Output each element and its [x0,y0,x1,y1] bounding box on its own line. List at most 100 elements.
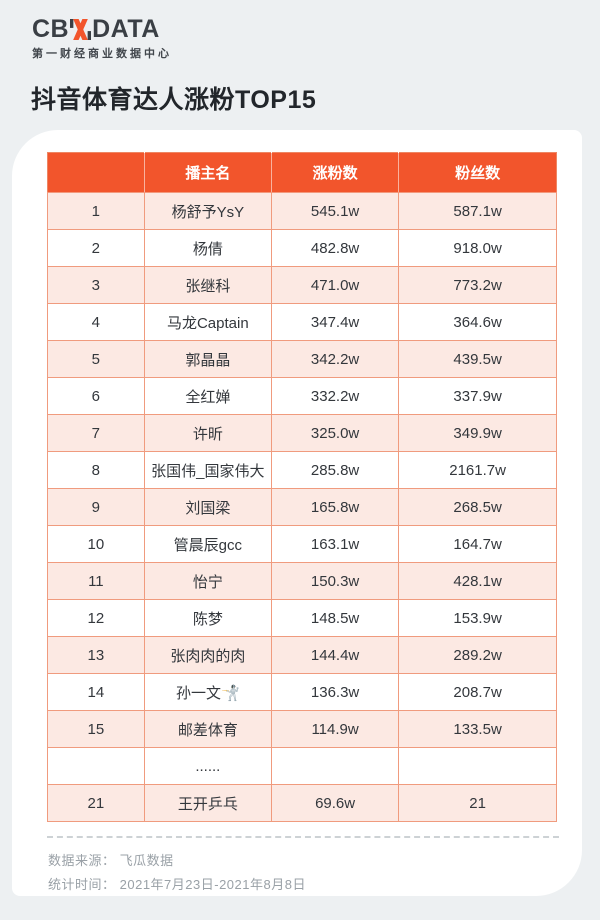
logo-text-suffix: DATA [92,15,160,43]
content-card: 播主名 涨粉数 粉丝数 1 杨舒予YsY 545.1w 587.1w 2 杨倩 … [12,130,582,896]
rank-cell: 12 [47,599,145,637]
header-name: 播主名 [144,152,272,193]
name-cell: 郭晶晶 [143,340,272,378]
rise-cell: 285.8w [270,451,400,489]
table-row: 3 张继科 471.0w 773.2w [47,266,557,304]
fans-cell: 439.5w [398,340,557,378]
data-source-note: 数据来源： 飞瓜数据 [48,850,174,869]
fans-cell: 773.2w [398,266,557,304]
rise-cell: 136.3w [270,673,400,711]
stat-period-note: 统计时间： 2021年7月23日-2021年8月8日 [48,874,306,893]
table-row-ellipsis: ...... [47,747,557,785]
rank-cell [47,747,145,785]
fans-cell: 349.9w [398,414,557,452]
rise-cell: 482.8w [270,229,400,267]
header-fans: 粉丝数 [398,152,557,193]
name-cell: 许昕 [143,414,272,452]
stat-period-value: 2021年7月23日-2021年8月8日 [119,877,306,892]
logo-text-prefix: CB [32,15,70,43]
name-cell: 杨倩 [143,229,272,267]
stat-period-label: 统计时间： [48,877,116,892]
rise-cell: 347.4w [270,303,400,341]
rank-cell: 21 [47,784,145,822]
table-row: 7 许昕 325.0w 349.9w [47,414,557,452]
name-cell: 孙一文🤺 [143,673,272,711]
rise-cell: 148.5w [270,599,400,637]
table-row: 12 陈梦 148.5w 153.9w [47,599,557,637]
rank-cell: 9 [47,488,145,526]
fans-cell: 918.0w [398,229,557,267]
rise-cell: 69.6w [270,784,400,822]
fans-cell [398,747,557,785]
table-row: 8 张国伟_国家伟大 285.8w 2161.7w [47,451,557,489]
table-row: 10 管晨辰gcc 163.1w 164.7w [47,525,557,563]
rank-cell: 1 [47,192,145,230]
brand-logo: CB DATA 第一财经商业数据中心 [32,16,172,61]
table-row: 1 杨舒予YsY 545.1w 587.1w [47,192,557,230]
name-cell: 管晨辰gcc [143,525,272,563]
table-row: 21 王开乒乓 69.6w 21 [47,784,557,822]
logo-n-icon [70,18,92,40]
name-cell: 张肉肉的肉 [143,636,272,674]
name-cell: 刘国梁 [143,488,272,526]
data-source-value: 飞瓜数据 [119,853,174,868]
name-cell: 马龙Captain [143,303,272,341]
table-row: 5 郭晶晶 342.2w 439.5w [47,340,557,378]
rank-cell: 10 [47,525,145,563]
rise-cell: 144.4w [270,636,400,674]
fans-cell: 2161.7w [398,451,557,489]
name-cell: 怡宁 [143,562,272,600]
rank-cell: 5 [47,340,145,378]
name-cell: 全红婵 [143,377,272,415]
table-body: 1 杨舒予YsY 545.1w 587.1w 2 杨倩 482.8w 918.0… [47,192,557,822]
name-cell: 邮差体育 [143,710,272,748]
name-cell: 杨舒予YsY [143,192,272,230]
rank-cell: 6 [47,377,145,415]
name-cell: 陈梦 [143,599,272,637]
table-row: 14 孙一文🤺 136.3w 208.7w [47,673,557,711]
name-cell: 张继科 [143,266,272,304]
page-title: 抖音体育达人涨粉TOP15 [31,86,317,114]
rank-cell: 13 [47,636,145,674]
rise-cell: 342.2w [270,340,400,378]
rise-cell: 163.1w [270,525,400,563]
name-cell: ...... [143,747,272,785]
rise-cell: 332.2w [270,377,400,415]
logo: CB DATA [32,16,172,42]
data-source-label: 数据来源： [48,853,116,868]
table-row: 9 刘国梁 165.8w 268.5w [47,488,557,526]
fans-cell: 153.9w [398,599,557,637]
rise-cell: 545.1w [270,192,400,230]
fans-cell: 428.1w [398,562,557,600]
rank-cell: 14 [47,673,145,711]
fans-cell: 268.5w [398,488,557,526]
fans-cell: 587.1w [398,192,557,230]
fans-cell: 21 [398,784,557,822]
rise-cell [270,747,400,785]
header-row: 播主名 涨粉数 粉丝数 [47,152,557,193]
rank-cell: 8 [47,451,145,489]
rank-cell: 15 [47,710,145,748]
footer-divider [47,836,559,838]
table-row: 13 张肉肉的肉 144.4w 289.2w [47,636,557,674]
rank-cell: 11 [47,562,145,600]
table-row: 4 马龙Captain 347.4w 364.6w [47,303,557,341]
fans-cell: 289.2w [398,636,557,674]
rise-cell: 114.9w [270,710,400,748]
fans-cell: 364.6w [398,303,557,341]
rise-cell: 325.0w [270,414,400,452]
fans-cell: 164.7w [398,525,557,563]
rank-cell: 2 [47,229,145,267]
header-rank [47,152,145,193]
fans-cell: 133.5w [398,710,557,748]
table-row: 6 全红婵 332.2w 337.9w [47,377,557,415]
fans-cell: 337.9w [398,377,557,415]
name-cell: 王开乒乓 [143,784,272,822]
fans-cell: 208.7w [398,673,557,711]
rise-cell: 165.8w [270,488,400,526]
brand-tagline: 第一财经商业数据中心 [32,48,172,60]
rise-cell: 150.3w [270,562,400,600]
header-rise: 涨粉数 [271,152,400,193]
rank-cell: 7 [47,414,145,452]
rise-cell: 471.0w [270,266,400,304]
